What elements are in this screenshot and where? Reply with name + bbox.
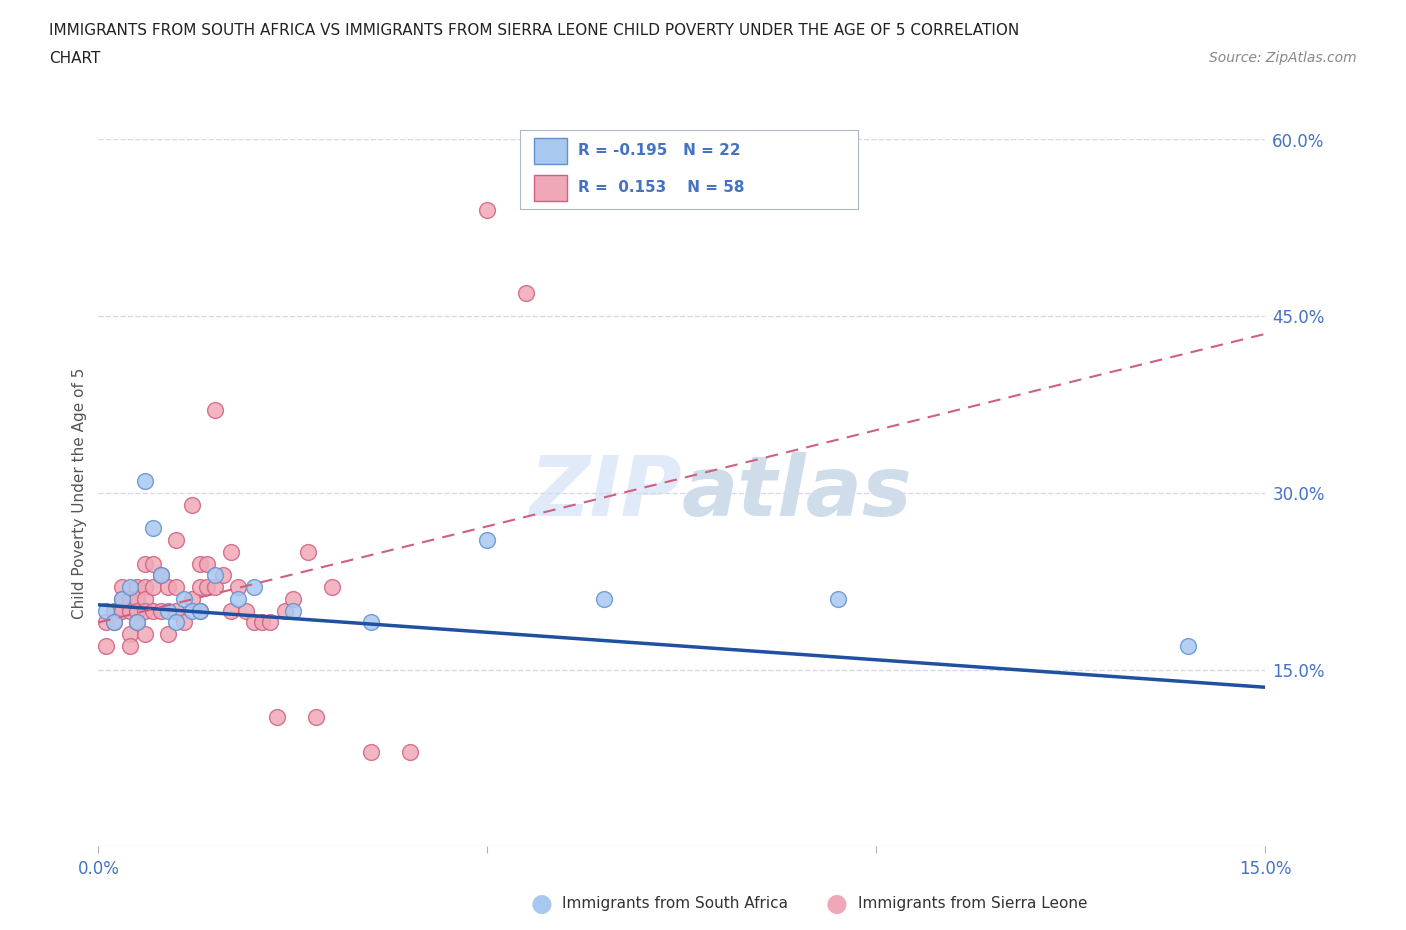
Text: IMMIGRANTS FROM SOUTH AFRICA VS IMMIGRANTS FROM SIERRA LEONE CHILD POVERTY UNDER: IMMIGRANTS FROM SOUTH AFRICA VS IMMIGRAN… bbox=[49, 23, 1019, 38]
Point bbox=[204, 568, 226, 583]
Point bbox=[149, 604, 172, 618]
Point bbox=[157, 579, 180, 594]
Point bbox=[243, 579, 266, 594]
Text: R =  0.153    N = 58: R = 0.153 N = 58 bbox=[578, 180, 744, 195]
FancyBboxPatch shape bbox=[534, 175, 568, 202]
Text: CHART: CHART bbox=[49, 51, 101, 66]
Point bbox=[477, 203, 499, 218]
Point bbox=[212, 568, 235, 583]
Point bbox=[305, 710, 328, 724]
Point bbox=[188, 556, 211, 571]
Point bbox=[142, 556, 165, 571]
Point bbox=[180, 591, 202, 606]
Text: Source: ZipAtlas.com: Source: ZipAtlas.com bbox=[1209, 51, 1357, 65]
Point bbox=[1177, 639, 1199, 654]
Point bbox=[157, 627, 180, 642]
Text: R = -0.195   N = 22: R = -0.195 N = 22 bbox=[578, 143, 740, 158]
Point bbox=[180, 498, 202, 512]
Point bbox=[142, 521, 165, 536]
Point bbox=[228, 591, 250, 606]
Point bbox=[149, 568, 172, 583]
Point bbox=[243, 615, 266, 630]
Point bbox=[103, 615, 125, 630]
Point bbox=[127, 591, 149, 606]
Point bbox=[127, 604, 149, 618]
Point bbox=[118, 639, 141, 654]
Point bbox=[259, 615, 281, 630]
Point bbox=[360, 615, 382, 630]
Point bbox=[250, 615, 273, 630]
Point bbox=[111, 591, 134, 606]
Text: ●: ● bbox=[825, 892, 848, 916]
Point bbox=[157, 604, 180, 618]
Point bbox=[111, 591, 134, 606]
Text: Immigrants from South Africa: Immigrants from South Africa bbox=[562, 897, 789, 911]
Point bbox=[180, 604, 202, 618]
Point bbox=[477, 533, 499, 548]
Point bbox=[173, 591, 195, 606]
Point bbox=[96, 604, 118, 618]
Point bbox=[219, 544, 242, 559]
Point bbox=[360, 745, 382, 760]
Point bbox=[149, 568, 172, 583]
Point bbox=[134, 604, 156, 618]
Point bbox=[118, 627, 141, 642]
Point bbox=[195, 556, 218, 571]
Point bbox=[127, 579, 149, 594]
FancyBboxPatch shape bbox=[534, 139, 568, 165]
Point bbox=[188, 604, 211, 618]
Point bbox=[103, 615, 125, 630]
Point bbox=[142, 579, 165, 594]
Point bbox=[127, 615, 149, 630]
Point bbox=[165, 533, 187, 548]
Text: ●: ● bbox=[530, 892, 553, 916]
Point bbox=[188, 579, 211, 594]
Point bbox=[398, 745, 420, 760]
Point bbox=[165, 604, 187, 618]
Point bbox=[134, 473, 156, 488]
Point bbox=[593, 591, 616, 606]
Point bbox=[118, 604, 141, 618]
Text: ZIP: ZIP bbox=[529, 452, 682, 534]
Point bbox=[228, 579, 250, 594]
Point bbox=[165, 615, 187, 630]
Point bbox=[173, 615, 195, 630]
Point bbox=[235, 604, 257, 618]
Point bbox=[142, 604, 165, 618]
Point bbox=[111, 604, 134, 618]
Point bbox=[134, 579, 156, 594]
Point bbox=[127, 615, 149, 630]
Point bbox=[266, 710, 288, 724]
Point bbox=[204, 579, 226, 594]
Point bbox=[321, 579, 343, 594]
Point bbox=[281, 604, 304, 618]
Point bbox=[188, 604, 211, 618]
Point bbox=[515, 286, 537, 300]
Point bbox=[111, 579, 134, 594]
Point bbox=[827, 591, 849, 606]
Point bbox=[103, 604, 125, 618]
Point bbox=[134, 556, 156, 571]
Text: Immigrants from Sierra Leone: Immigrants from Sierra Leone bbox=[858, 897, 1087, 911]
Point bbox=[96, 639, 118, 654]
Point bbox=[274, 604, 297, 618]
Point bbox=[118, 579, 141, 594]
Point bbox=[219, 604, 242, 618]
Y-axis label: Child Poverty Under the Age of 5: Child Poverty Under the Age of 5 bbox=[72, 367, 87, 618]
Point bbox=[96, 615, 118, 630]
Point bbox=[134, 627, 156, 642]
Point bbox=[195, 579, 218, 594]
Point bbox=[134, 591, 156, 606]
Point bbox=[204, 403, 226, 418]
Point bbox=[297, 544, 319, 559]
Point bbox=[165, 579, 187, 594]
Point bbox=[281, 591, 304, 606]
Point bbox=[118, 591, 141, 606]
Text: atlas: atlas bbox=[682, 452, 912, 534]
